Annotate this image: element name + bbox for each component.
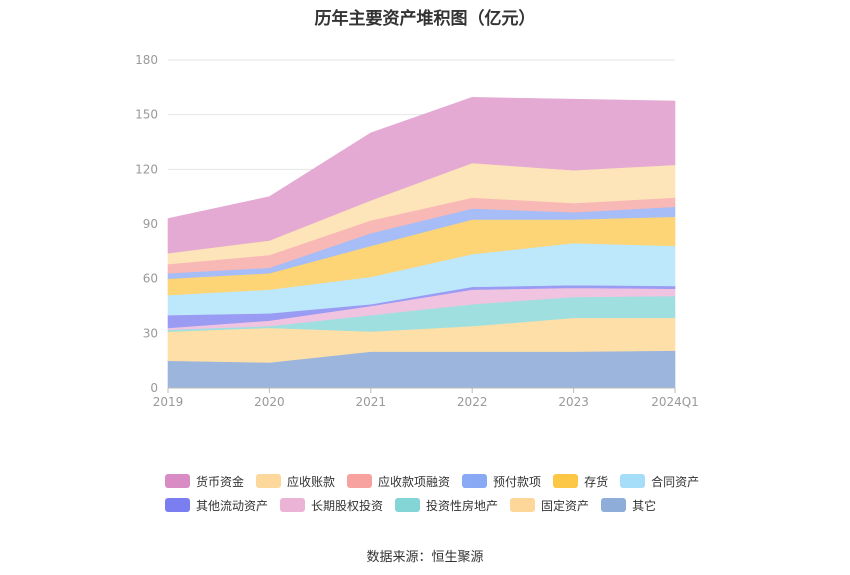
legend-label: 其它 bbox=[632, 498, 657, 513]
legend-swatch bbox=[256, 474, 282, 488]
legend-item-预付款项[interactable]: 预付款项 bbox=[462, 472, 541, 490]
legend-swatch bbox=[462, 474, 488, 488]
axes: 0 30 60 90 120 150 180 2019 2020 2021 2022 2023 2024… bbox=[135, 53, 699, 409]
legend-item-应收款项融资[interactable]: 应收款项融资 bbox=[347, 472, 450, 490]
legend-label: 投资性房地产 bbox=[426, 498, 499, 513]
legend-label: 应收账款 bbox=[287, 474, 336, 489]
y-tick-label: 0 bbox=[150, 381, 158, 395]
y-tick-label: 150 bbox=[135, 108, 158, 122]
legend-item-存货[interactable]: 存货 bbox=[553, 472, 608, 490]
legend-item-固定资产[interactable]: 固定资产 bbox=[510, 496, 589, 514]
legend-item-其他流动资产[interactable]: 其他流动资产 bbox=[165, 496, 268, 514]
legend-swatch bbox=[165, 474, 190, 488]
legend-label: 应收款项融资 bbox=[378, 474, 451, 489]
legend-swatch bbox=[601, 498, 627, 512]
area-series-货币资金[interactable] bbox=[167, 97, 676, 254]
x-tick-label: 2021 bbox=[356, 395, 387, 409]
legend-swatch bbox=[165, 498, 190, 512]
legend-swatch bbox=[553, 474, 579, 488]
legend-label: 预付款项 bbox=[493, 474, 542, 489]
legend-swatch bbox=[280, 498, 306, 512]
legend-item-其它[interactable]: 其它 bbox=[601, 496, 656, 514]
legend-item-货币资金[interactable]: 货币资金 bbox=[165, 472, 244, 490]
x-tick-label: 2023 bbox=[558, 395, 589, 409]
y-tick-label: 180 bbox=[135, 53, 158, 67]
y-tick-label: 60 bbox=[143, 272, 158, 286]
legend-swatch bbox=[395, 498, 421, 512]
y-tick-label: 120 bbox=[135, 162, 158, 176]
y-tick-label: 90 bbox=[143, 217, 158, 231]
y-tick-label: 30 bbox=[143, 326, 158, 340]
data-source: 数据来源：恒生聚源 bbox=[366, 550, 484, 565]
legend-swatch bbox=[510, 498, 536, 512]
legend-item-合同资产[interactable]: 合同资产 bbox=[620, 472, 699, 490]
legend-label: 其他流动资产 bbox=[196, 498, 269, 513]
chart-title: 历年主要资产堆积图（亿元） bbox=[314, 9, 536, 29]
area-series bbox=[167, 97, 676, 389]
legend-label: 货币资金 bbox=[196, 474, 245, 489]
legend-swatch bbox=[620, 474, 646, 488]
x-tick-label: 2022 bbox=[457, 395, 488, 409]
legend-swatch bbox=[347, 474, 373, 488]
legend: 货币资金 应收账款 应收款项融资 预付款项 存货 合同资产其他流动资产 长期股权投资 投资性房… bbox=[165, 472, 725, 514]
legend-item-应收账款[interactable]: 应收账款 bbox=[256, 472, 335, 490]
x-tick-label: 2024Q1 bbox=[651, 395, 699, 409]
legend-label: 固定资产 bbox=[541, 498, 590, 513]
legend-label: 合同资产 bbox=[651, 474, 700, 489]
x-tick-label: 2020 bbox=[254, 395, 285, 409]
legend-label: 存货 bbox=[584, 474, 609, 489]
legend-item-长期股权投资[interactable]: 长期股权投资 bbox=[280, 496, 383, 514]
legend-item-投资性房地产[interactable]: 投资性房地产 bbox=[395, 496, 498, 514]
x-tick-label: 2019 bbox=[153, 395, 184, 409]
legend-label: 长期股权投资 bbox=[311, 498, 384, 513]
